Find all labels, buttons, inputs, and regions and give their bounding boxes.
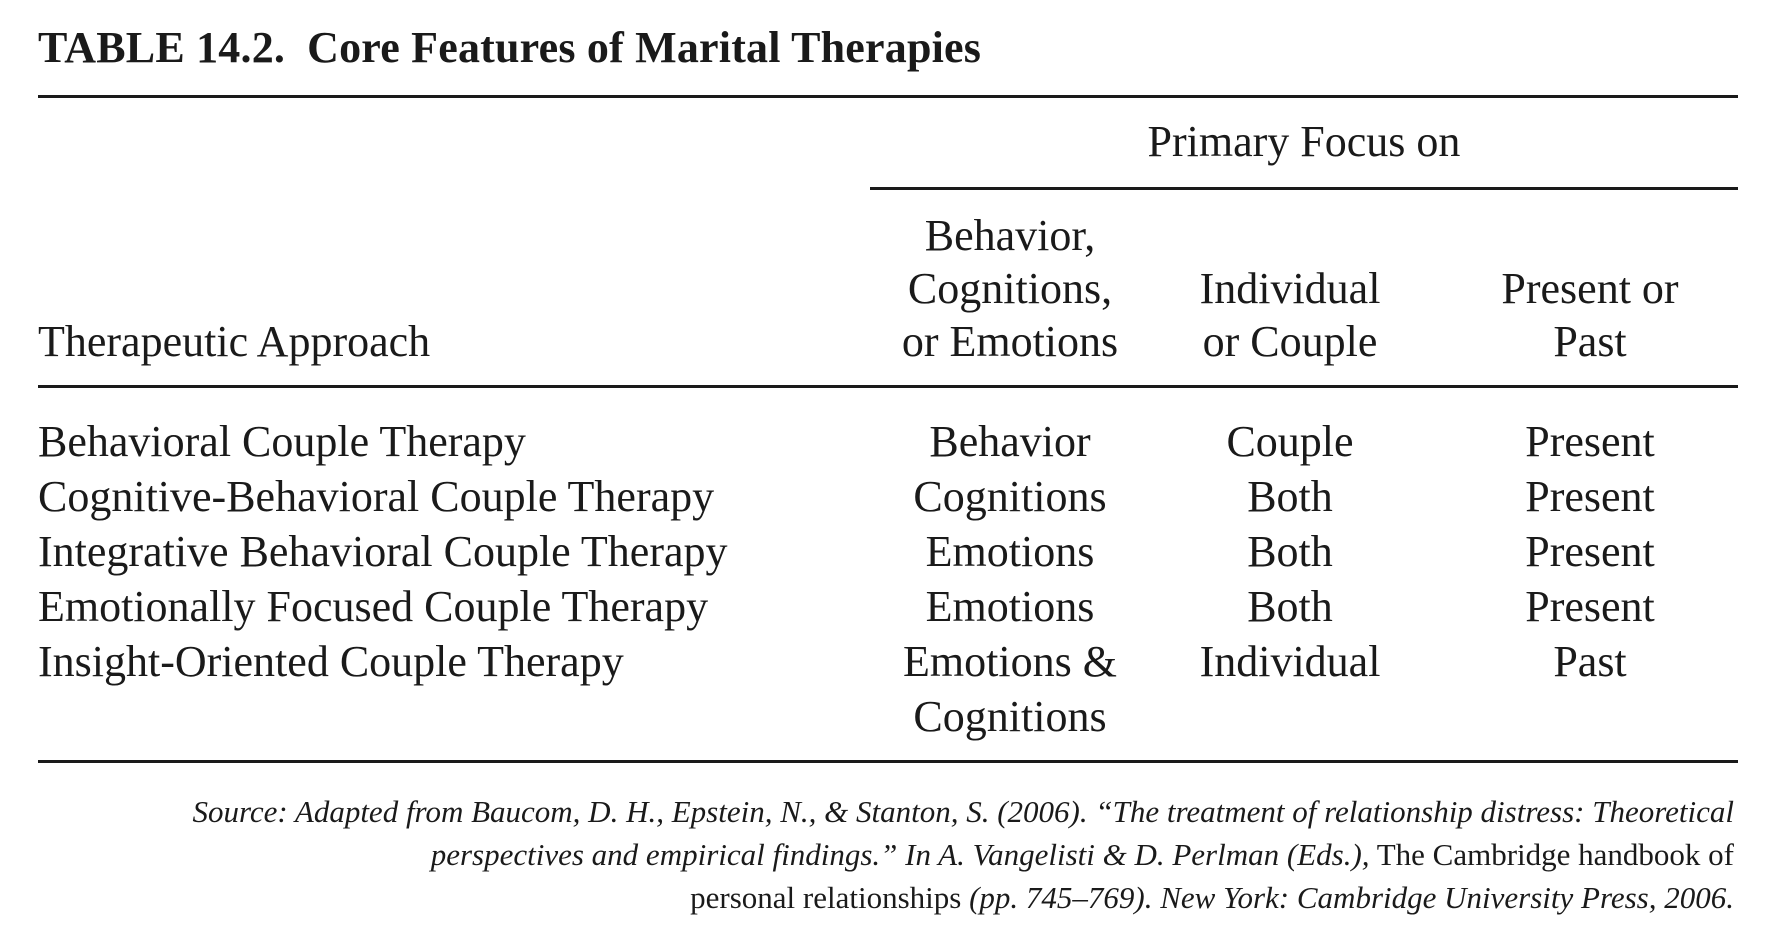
cell-focus: Emotions bbox=[925, 527, 1095, 576]
cell-approach: Behavioral Couple Therapy bbox=[38, 417, 526, 466]
col-header-unit-line2: or Couple bbox=[1202, 317, 1378, 366]
cell-approach: Integrative Behavioral Couple Therapy bbox=[38, 527, 728, 576]
source-text: Source: Adapted from Baucom, D. H., Epst… bbox=[192, 794, 1734, 872]
cell-focus-line2: Cognitions bbox=[913, 692, 1107, 741]
header-rule bbox=[38, 385, 1738, 388]
group-header: Primary Focus on bbox=[1147, 117, 1461, 166]
cell-approach: Cognitive-Behavioral Couple Therapy bbox=[38, 472, 715, 521]
col-header-focus-line2: Cognitions, bbox=[907, 264, 1113, 313]
cell-unit: Couple bbox=[1226, 417, 1354, 466]
cell-approach: Insight-Oriented Couple Therapy bbox=[38, 637, 624, 686]
cell-unit: Individual bbox=[1199, 637, 1381, 686]
group-rule bbox=[870, 187, 1738, 190]
table-title: TABLE 14.2. Core Features of Marital Ther… bbox=[38, 22, 981, 73]
bottom-rule bbox=[38, 760, 1738, 763]
cell-time: Present bbox=[1525, 472, 1655, 521]
cell-focus: Cognitions bbox=[913, 472, 1107, 521]
cell-unit: Both bbox=[1247, 527, 1333, 576]
cell-time: Past bbox=[1553, 637, 1627, 686]
cell-unit: Both bbox=[1247, 472, 1333, 521]
source-note: Source: Adapted from Baucom, D. H., Epst… bbox=[34, 790, 1734, 919]
col-header-unit-line1: Individual bbox=[1199, 264, 1381, 313]
cell-focus: Emotions bbox=[925, 582, 1095, 631]
col-header-time-line1: Present or bbox=[1501, 264, 1679, 313]
table-number: TABLE 14.2. bbox=[38, 23, 286, 72]
table-caption: Core Features of Marital Therapies bbox=[307, 23, 982, 72]
source-text-end: (pp. 745–769). New York: Cambridge Unive… bbox=[969, 880, 1734, 915]
col-header-approach: Therapeutic Approach bbox=[38, 317, 431, 366]
cell-time: Present bbox=[1525, 582, 1655, 631]
col-header-focus-line1: Behavior, bbox=[924, 211, 1096, 260]
cell-time: Present bbox=[1525, 527, 1655, 576]
cell-unit: Both bbox=[1247, 582, 1333, 631]
cell-approach: Emotionally Focused Couple Therapy bbox=[38, 582, 709, 631]
cell-time: Present bbox=[1525, 417, 1655, 466]
cell-focus: Behavior bbox=[929, 417, 1091, 466]
source-book-title: The Cambridge handbook of bbox=[1376, 837, 1734, 872]
cell-focus: Emotions & bbox=[903, 637, 1117, 686]
col-header-time-line2: Past bbox=[1553, 317, 1627, 366]
source-book-title-cont: personal relationships bbox=[690, 880, 962, 915]
col-header-focus-line3: or Emotions bbox=[901, 317, 1119, 366]
top-rule bbox=[38, 95, 1738, 98]
